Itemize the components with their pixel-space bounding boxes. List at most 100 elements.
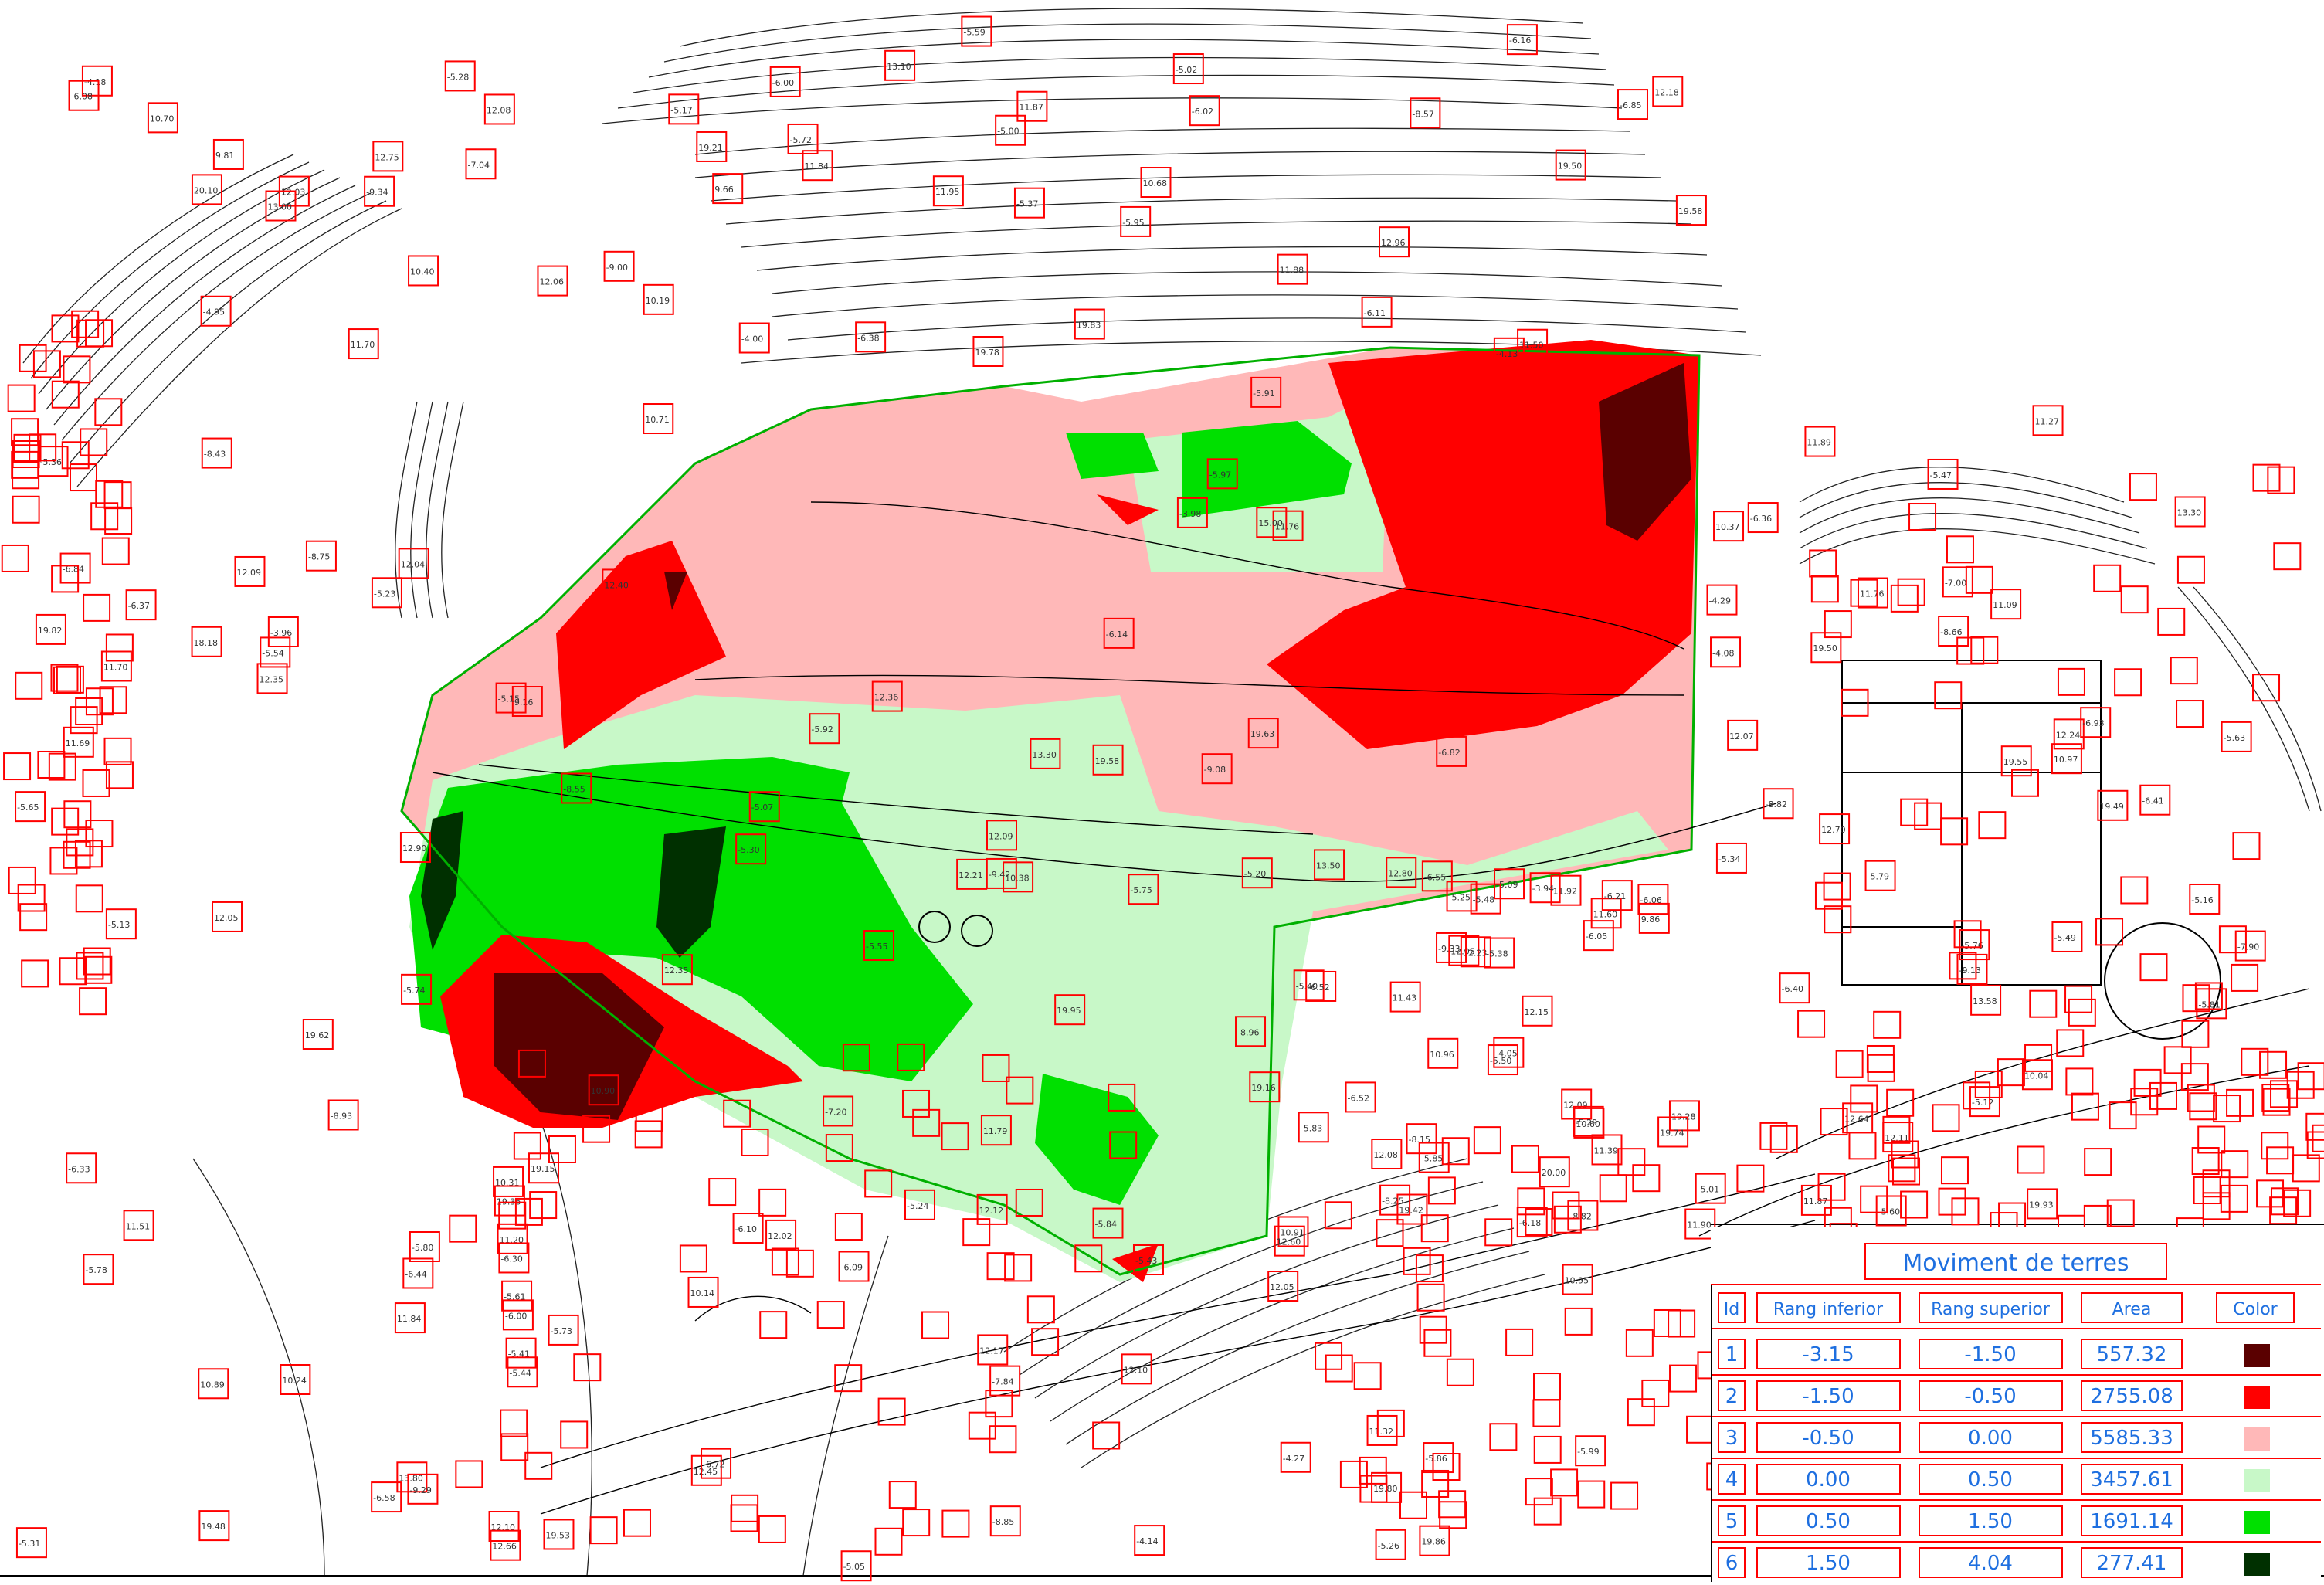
legend-lower-value: 1.50: [1806, 1552, 1851, 1575]
spot-elevation-marker: -6.00: [502, 1299, 534, 1331]
spot-marker-box: [1997, 1058, 2025, 1087]
spot-elevation-label: -5.97: [1209, 470, 1231, 480]
spot-marker-box: [70, 706, 98, 735]
spot-marker-box: [2256, 1179, 2285, 1208]
spot-marker-box: [76, 319, 105, 348]
spot-marker-box: [69, 463, 97, 492]
spot-elevation-marker: -8.57: [1410, 97, 1441, 129]
spot-elevation-label: -5.05: [843, 1562, 865, 1572]
spot-elevation-label: -6.55: [1424, 872, 1446, 882]
spot-marker-box: [1487, 1044, 1518, 1076]
spot-marker-box: [548, 1314, 579, 1346]
spot-marker-box: [1736, 1164, 1765, 1193]
spot-elevation-marker: 19.82: [35, 613, 66, 645]
spot-elevation-label: -5.78: [85, 1265, 107, 1275]
spot-elevation-label: 19.50: [1558, 161, 1583, 171]
spot-marker-box: [1959, 929, 1990, 961]
spot-marker-box: [560, 1420, 589, 1449]
spot-marker-box: [1517, 328, 1549, 360]
spot-marker-box: [455, 1460, 483, 1488]
spot-marker-box: [2193, 1176, 2221, 1205]
spot-marker-box: [2221, 721, 2252, 752]
spot-marker-box: [305, 540, 337, 572]
spot-elevation-label: 10.90: [591, 1086, 616, 1096]
spot-elevation-label: -6.18: [1519, 1218, 1541, 1228]
spot-elevation-marker: -6.10: [732, 1213, 764, 1244]
spot-elevation-label: 11.76: [1860, 589, 1885, 599]
spot-marker-box: [449, 1214, 477, 1243]
spot-marker-box: [444, 60, 476, 92]
spot-elevation-label: -5.85: [1421, 1154, 1443, 1164]
spot-marker-box: [1539, 1156, 1570, 1188]
spot-marker-box: [2064, 985, 2093, 1013]
spot-elevation-marker: 19.86: [1419, 1525, 1450, 1556]
spot-marker-box: [2262, 1088, 2291, 1116]
spot-marker-box: [2187, 1084, 2215, 1112]
spot-marker-box: [1176, 497, 1208, 528]
spot-marker-box: [105, 761, 134, 789]
spot-marker-box: [972, 336, 1004, 368]
legend-id-value: 6: [1725, 1552, 1739, 1575]
spot-elevation-label: 12.60: [1277, 1237, 1301, 1247]
spot-elevation-label: 20.10: [194, 185, 219, 195]
spot-marker-box: [53, 666, 81, 694]
spot-marker-box: [396, 1461, 428, 1493]
legend-cell-box: [1718, 1422, 1746, 1453]
spot-marker-box: [1092, 1207, 1124, 1239]
spot-marker-box: [15, 671, 43, 700]
spot-marker-box: [2093, 564, 2122, 592]
spot-elevation-marker: 11.50: [1517, 328, 1549, 360]
spot-marker-box: [256, 663, 288, 694]
spot-marker-box: [50, 664, 79, 692]
spot-elevation-marker: -5.74: [401, 973, 433, 1005]
legend-title: Moviment de terres: [1902, 1250, 2129, 1277]
spot-elevation-marker: 12.12: [976, 1193, 1008, 1225]
spot-elevation-label: -5.12: [1972, 1098, 1993, 1108]
spot-elevation-label: -5.75: [1130, 885, 1152, 895]
spot-elevation-label: 19.93: [2029, 1200, 2054, 1210]
spot-marker-box: [1819, 813, 1851, 845]
spot-elevation-label: -6.05: [1586, 932, 1607, 942]
spot-marker-box: [1109, 1131, 1138, 1159]
spot-marker-box: [465, 148, 497, 180]
spot-marker-box: [280, 1363, 311, 1395]
zone-dark-red-2: [1599, 363, 1691, 541]
spot-marker-box: [7, 384, 36, 412]
spot-marker-box: [59, 957, 87, 986]
spot-marker-box: [1978, 811, 2007, 840]
spot-elevation-marker: 10.40: [408, 255, 439, 287]
spot-marker-box: [2194, 982, 2223, 1010]
header-upper: Rang superior: [1931, 1300, 2051, 1319]
spot-elevation-marker: 19.58: [1675, 195, 1707, 226]
spot-elevation-label: 10.40: [410, 266, 435, 277]
spot-elevation-label: -5.63: [2224, 733, 2245, 743]
spot-elevation-marker: 11.95: [932, 175, 964, 207]
spot-elevation-label: 11.87: [1803, 1196, 1828, 1207]
spot-marker-box: [1820, 1108, 1848, 1136]
header-color: Color: [2233, 1300, 2278, 1319]
spot-marker-box: [2017, 1145, 2045, 1174]
spot-elevation-label: 13.80: [399, 1473, 423, 1483]
spot-marker-box: [267, 616, 299, 647]
spot-elevation-label: 15.00: [1258, 518, 1283, 528]
spot-elevation-label: -5.80: [412, 1243, 433, 1253]
spot-elevation-label: 10.04: [2024, 1071, 2049, 1081]
spot-marker-box: [85, 820, 114, 848]
spot-elevation-marker: -5.24: [904, 1189, 935, 1220]
spot-elevation-label: 12.17: [979, 1346, 1004, 1356]
spot-marker-box: [932, 175, 964, 207]
spot-marker-box: [2189, 1092, 2217, 1121]
spot-marker-box: [83, 1254, 114, 1285]
legend-color-swatch: [2244, 1511, 2270, 1534]
legend-cell-box: [2081, 1505, 2183, 1536]
spot-marker-box: [1419, 1525, 1450, 1556]
spot-elevation-label: 11.88: [1280, 266, 1304, 276]
spot-marker-box: [147, 102, 178, 134]
spot-elevation-label: 12.36: [874, 693, 899, 703]
spot-elevation-label: 12.18: [1654, 87, 1679, 97]
spot-marker-box: [2241, 1047, 2269, 1076]
spot-elevation-label: 12.12: [979, 1206, 1004, 1216]
zone-dark-red: [494, 973, 664, 1120]
spot-elevation-label: -5.13: [108, 920, 130, 930]
spot-marker-box: [1888, 1154, 1916, 1183]
